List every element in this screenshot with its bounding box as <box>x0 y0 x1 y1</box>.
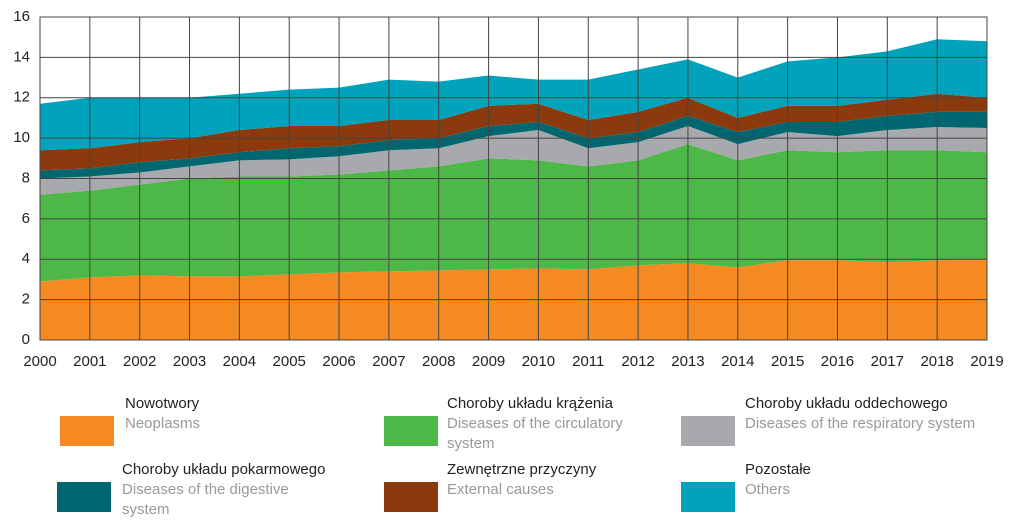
legend-label-en: Diseases of the digestive system <box>122 481 289 518</box>
legend-label: Choroby układu pokarmowego <box>122 461 326 478</box>
legend-entry: Nowotwory Neoplasms <box>125 394 305 434</box>
x-tick-label: 2008 <box>422 353 455 370</box>
legend-swatch <box>57 482 111 512</box>
x-tick-label: 2011 <box>572 353 604 370</box>
y-tick-label: 0 <box>22 331 30 348</box>
x-tick-label: 2009 <box>472 353 505 370</box>
chart: 0 2 4 6 8 10 12 14 16 2000 2001 2002 2003 2004 2005 200… <box>13 8 1003 370</box>
legend-entry: Choroby układu pokarmowego Diseases of th… <box>122 460 326 520</box>
legend-label-en: Others <box>745 481 791 498</box>
legend-swatch <box>384 416 438 446</box>
legend-label: Nowotwory <box>125 395 200 412</box>
y-tick-label: 6 <box>22 210 30 227</box>
legend-label: Choroby układu oddechowego <box>745 395 948 412</box>
area <box>40 111 987 179</box>
x-tick-label: 2016 <box>821 353 854 370</box>
legend-entry: Zewnętrzne przyczyny External causes <box>447 460 667 500</box>
legend-entry: Pozostałe Others <box>745 460 980 500</box>
x-tick-label: 2019 <box>970 353 1003 370</box>
legend-label-en: Diseases of the respiratory system <box>745 415 976 432</box>
y-tick-label: 16 <box>13 8 30 25</box>
y-tick-label: 2 <box>22 291 30 308</box>
area <box>40 126 987 195</box>
legend-label: Zewnętrzne przyczyny <box>447 461 597 478</box>
legend-label: Choroby układu krążenia <box>447 395 613 412</box>
legend-entry: Choroby układu oddechowego Diseases of th… <box>745 394 980 434</box>
x-tick-label: 2018 <box>920 353 953 370</box>
y-tick-label: 4 <box>22 250 30 267</box>
legend-swatch <box>60 416 114 446</box>
x-tick-label: 2002 <box>123 353 156 370</box>
x-tick-label: 2010 <box>522 353 555 370</box>
plot-border <box>39 16 988 341</box>
x-tick-label: 2012 <box>621 353 654 370</box>
x-tick-label: 2005 <box>273 353 306 370</box>
x-tick-label: 2000 <box>23 353 56 370</box>
x-tick-label: 2013 <box>671 353 704 370</box>
y-tick-label: 8 <box>22 169 30 186</box>
x-tick-label: 2015 <box>771 353 804 370</box>
legend-swatch <box>681 416 735 446</box>
y-tick-label: 12 <box>13 89 30 106</box>
legend-swatch <box>384 482 438 512</box>
area <box>40 93 987 171</box>
x-tick-label: 2014 <box>721 353 754 370</box>
y-tick-label: 10 <box>13 129 30 146</box>
area <box>40 39 987 151</box>
legend-swatch <box>681 482 735 512</box>
legend-label: Pozostałe <box>745 461 811 478</box>
legend-label-en: Diseases of the circulatory system <box>447 415 623 452</box>
x-tick-label: 2004 <box>223 353 256 370</box>
x-tick-label: 2006 <box>322 353 355 370</box>
x-tick-label: 2001 <box>73 353 106 370</box>
x-tick-label: 2007 <box>372 353 405 370</box>
x-tick-label: 2017 <box>871 353 904 370</box>
legend-label-en: External causes <box>447 481 554 498</box>
y-tick-label: 14 <box>13 48 30 65</box>
legend-entry: Choroby układu krążenia Diseases of the c… <box>447 394 667 454</box>
legend-label-en: Neoplasms <box>125 415 201 432</box>
x-tick-label: 2003 <box>173 353 206 370</box>
